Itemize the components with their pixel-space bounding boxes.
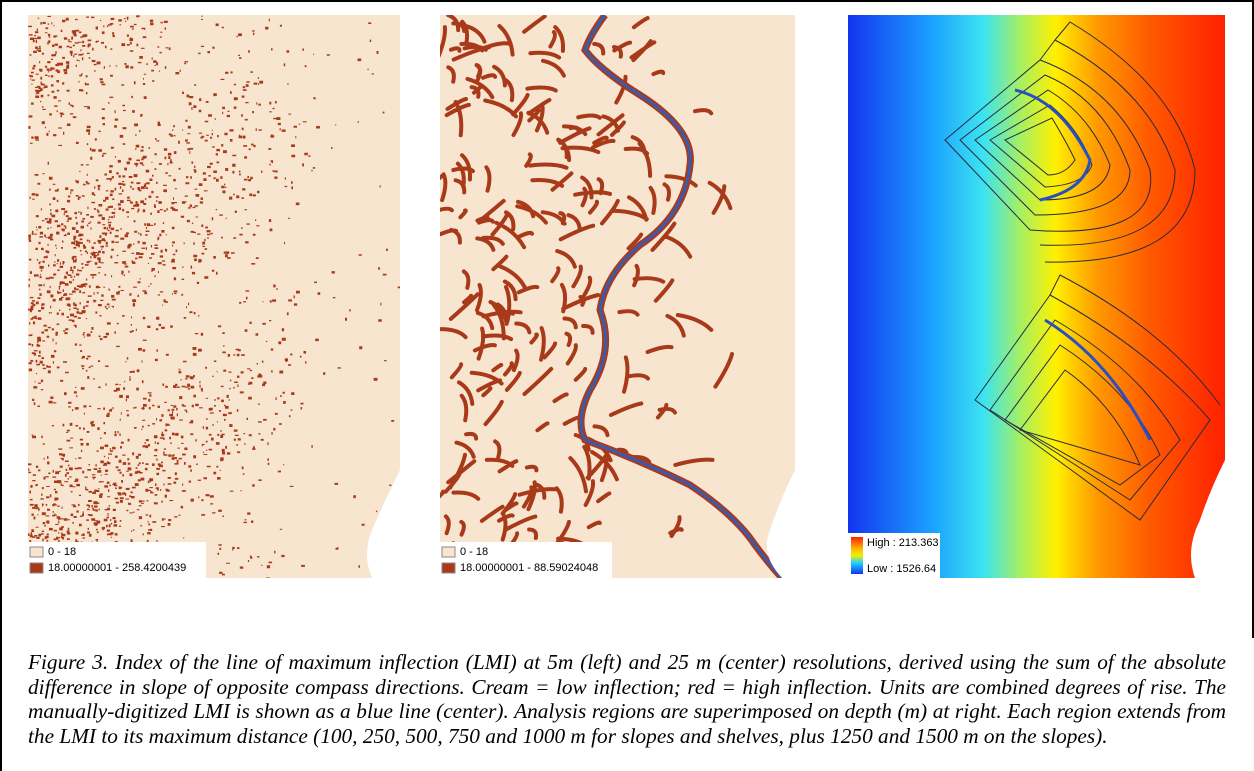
page: 0 - 18 18.00000001 - 258.4200439 0 - 18 … bbox=[0, 0, 1254, 771]
legend-left: 0 - 18 18.00000001 - 258.4200439 bbox=[28, 542, 206, 578]
legend-label: 18.00000001 - 258.4200439 bbox=[48, 562, 186, 574]
legend-label: Low : 1526.64 bbox=[867, 563, 936, 575]
legend-label: 0 - 18 bbox=[460, 546, 488, 558]
frame-line bbox=[0, 636, 2, 771]
legend-center: 0 - 18 18.00000001 - 88.59024048 bbox=[440, 542, 612, 578]
map-right bbox=[848, 15, 1225, 578]
legend-label: High : 213.363 bbox=[867, 537, 939, 549]
figure: 0 - 18 18.00000001 - 258.4200439 0 - 18 … bbox=[0, 0, 1254, 640]
legend-right: High : 213.363 Low : 1526.64 bbox=[848, 533, 940, 578]
legend-label: 0 - 18 bbox=[48, 546, 76, 558]
figure-caption: Figure 3. Index of the line of maximum i… bbox=[28, 650, 1226, 748]
map-left bbox=[28, 15, 400, 580]
map-center bbox=[426, 15, 795, 597]
legend-label: 18.00000001 - 88.59024048 bbox=[460, 562, 598, 574]
